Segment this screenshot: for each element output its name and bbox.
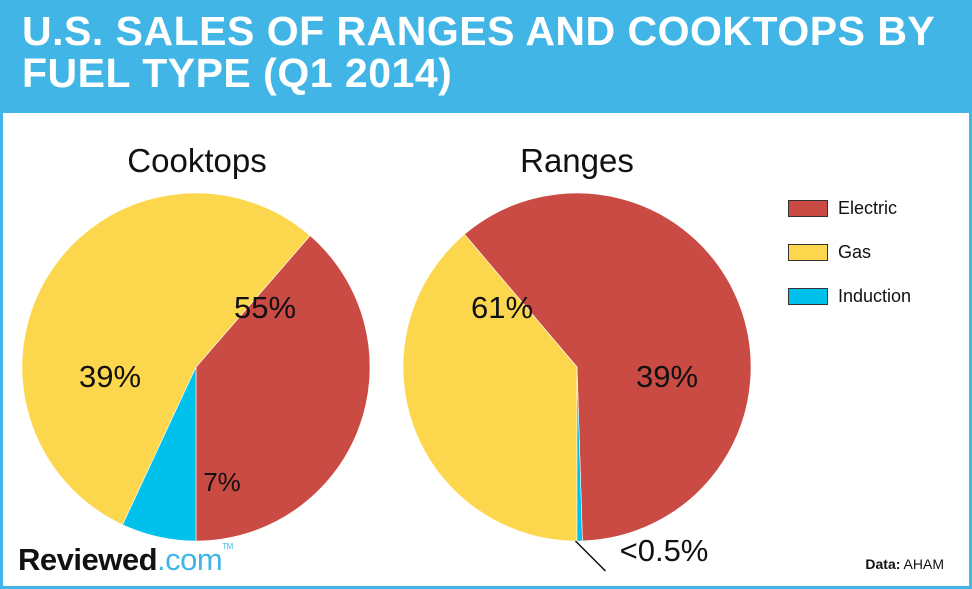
page-title: U.S. SALES OF RANGES AND COOKTOPS BY FUE…	[22, 8, 935, 96]
cooktops-slice-induction	[122, 366, 197, 542]
legend-swatch-electric	[788, 199, 828, 217]
legend-label-induction: Induction	[838, 285, 912, 306]
cooktops-slice-gas	[21, 192, 311, 526]
ranges-label-induction: <0.5%	[620, 533, 709, 568]
cooktops-label-induction: 7%	[203, 467, 241, 497]
logo-text-viewed: viewed	[56, 542, 158, 577]
legend-swatch-gas	[788, 243, 828, 261]
ranges-pie: 61% 39% <0.5%	[402, 192, 752, 568]
logo-trademark: TM	[222, 542, 233, 551]
reviewed-logo: Reviewed.comTM	[18, 542, 233, 578]
ranges-slice-induction	[576, 366, 583, 542]
legend-label-gas: Gas	[838, 241, 872, 262]
ranges-slice-electric	[464, 192, 752, 542]
ranges-label-electric: 61%	[471, 290, 533, 325]
cooktops-label-electric: 39%	[79, 359, 141, 394]
cooktops-chart-title: Cooktops	[127, 142, 267, 179]
legend-label-electric: Electric	[838, 197, 898, 218]
data-source: Data: AHAM	[865, 556, 944, 572]
cooktops-label-gas: 55%	[234, 290, 296, 325]
cooktops-pie: 39% 55% 7%	[21, 192, 371, 542]
ranges-chart-title: Ranges	[520, 142, 634, 179]
legend-item-electric: Electric	[788, 186, 911, 230]
source-value: AHAM	[903, 556, 944, 572]
title-banner: U.S. SALES OF RANGES AND COOKTOPS BY FUE…	[0, 0, 972, 113]
source-key: Data:	[865, 556, 901, 572]
logo-text-re: Re	[18, 542, 57, 577]
cooktops-slice-electric	[195, 235, 371, 542]
legend-item-gas: Gas	[788, 230, 911, 274]
ranges-induction-leader-line	[574, 540, 607, 572]
legend-swatch-induction	[788, 287, 828, 305]
legend: Electric Gas Induction	[788, 186, 911, 318]
logo-text-com: .com	[157, 542, 223, 577]
ranges-slice-gas	[402, 233, 578, 542]
legend-item-induction: Induction	[788, 274, 911, 318]
ranges-label-gas: 39%	[636, 359, 698, 394]
